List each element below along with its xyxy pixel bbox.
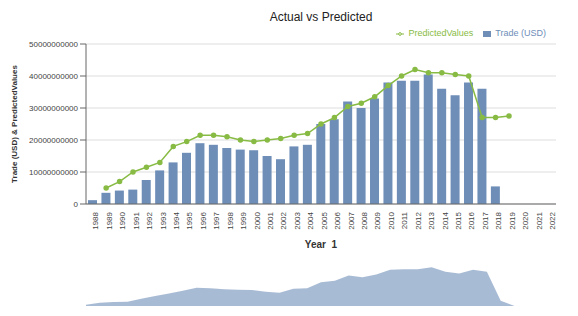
svg-text:2022: 2022	[548, 211, 557, 229]
svg-text:2003: 2003	[293, 211, 302, 229]
svg-text:1993: 1993	[159, 211, 168, 229]
svg-text:2006: 2006	[333, 211, 342, 229]
svg-text:1988: 1988	[91, 211, 100, 229]
svg-text:1992: 1992	[145, 211, 154, 229]
svg-text:1991: 1991	[132, 211, 141, 229]
svg-text:Year_1: Year_1	[305, 239, 338, 248]
svg-text:40000000000: 40000000000	[29, 72, 78, 81]
svg-text:2020: 2020	[521, 211, 530, 229]
svg-text:2011: 2011	[400, 211, 409, 229]
svg-text:30000000000: 30000000000	[29, 104, 78, 113]
svg-text:2014: 2014	[441, 211, 450, 229]
svg-text:2021: 2021	[535, 211, 544, 229]
svg-text:1990: 1990	[118, 211, 127, 229]
svg-text:2015: 2015	[454, 211, 463, 229]
html-text:Trade (USD): Trade (USD)	[495, 28, 546, 38]
svg-text:10000000000: 10000000000	[29, 168, 78, 177]
svg-text:2018: 2018	[494, 211, 503, 229]
svg-text:1997: 1997	[212, 211, 221, 229]
svg-text:2007: 2007	[347, 211, 356, 229]
svg-text:0: 0	[74, 200, 79, 209]
svg-text:2004: 2004	[306, 211, 315, 229]
svg-text:2012: 2012	[414, 211, 423, 229]
svg-text:1996: 1996	[199, 211, 208, 229]
svg-text:2000: 2000	[253, 211, 262, 229]
svg-text:2013: 2013	[427, 211, 436, 229]
svg-text:2010: 2010	[387, 211, 396, 229]
svg-text:2019: 2019	[508, 211, 517, 229]
svg-text:2017: 2017	[481, 211, 490, 229]
svg-text:50000000000: 50000000000	[29, 40, 78, 49]
svg-text:1999: 1999	[239, 211, 248, 229]
svg-text:2005: 2005	[320, 211, 329, 229]
svg-text:Trade (USD) & PredictedValues: Trade (USD) & PredictedValues	[10, 65, 19, 183]
svg-text:1994: 1994	[172, 211, 181, 229]
svg-text:2008: 2008	[360, 211, 369, 229]
html-text:PredictedValues: PredictedValues	[408, 28, 474, 38]
svg-text:2002: 2002	[279, 211, 288, 229]
svg-text:2001: 2001	[266, 211, 275, 229]
svg-text:1998: 1998	[226, 211, 235, 229]
html-text:Actual vs Predicted: Actual vs Predicted	[269, 10, 373, 24]
svg-text:20000000000: 20000000000	[29, 136, 78, 145]
svg-text:1995: 1995	[185, 211, 194, 229]
svg-text:1989: 1989	[105, 211, 114, 229]
svg-text:2016: 2016	[467, 211, 476, 229]
svg-text:2009: 2009	[373, 211, 382, 229]
